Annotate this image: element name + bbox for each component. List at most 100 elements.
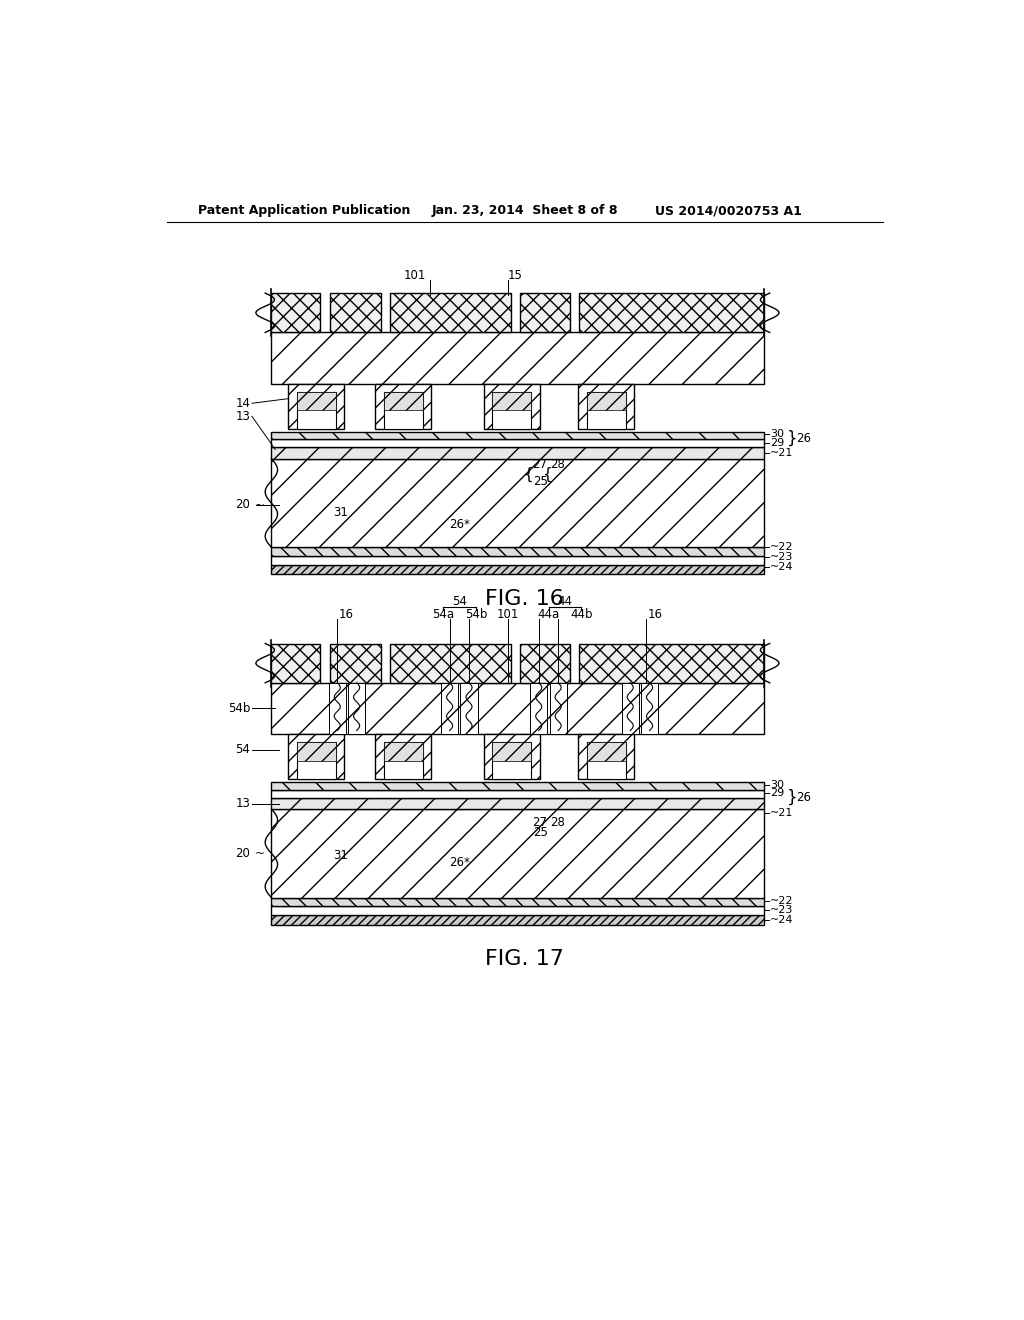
Bar <box>390 644 511 682</box>
Text: }: } <box>786 788 798 807</box>
Bar <box>493 742 531 760</box>
Text: ~21: ~21 <box>770 449 793 458</box>
Bar <box>587 392 626 429</box>
Bar <box>483 384 540 429</box>
Text: 25: 25 <box>532 475 548 488</box>
Bar <box>329 682 346 734</box>
Text: 44b: 44b <box>570 607 593 620</box>
Bar <box>330 644 381 682</box>
Text: 25: 25 <box>532 825 548 838</box>
Bar <box>641 682 658 734</box>
Bar <box>587 392 626 411</box>
Text: 20: 20 <box>236 499 251 511</box>
Text: {: { <box>543 467 552 483</box>
Bar <box>384 742 423 779</box>
Text: 13: 13 <box>236 409 251 422</box>
Bar <box>441 682 458 734</box>
Bar <box>289 384 344 429</box>
Text: 54: 54 <box>453 594 467 607</box>
Text: 44a: 44a <box>538 607 560 620</box>
Text: FIG. 16: FIG. 16 <box>485 589 564 609</box>
Bar <box>493 392 531 429</box>
Text: 14: 14 <box>236 397 251 409</box>
Bar <box>384 392 423 429</box>
Bar <box>271 915 764 924</box>
Bar <box>622 682 639 734</box>
Text: 26*: 26* <box>450 517 470 531</box>
Text: ~22: ~22 <box>770 896 794 907</box>
Bar <box>384 392 423 411</box>
Text: 26*: 26* <box>450 857 470 870</box>
Bar <box>297 392 336 429</box>
Bar <box>271 781 764 789</box>
Text: 54a: 54a <box>432 607 455 620</box>
Bar <box>579 734 634 779</box>
Bar <box>330 293 381 333</box>
Bar <box>530 682 547 734</box>
Bar <box>520 293 569 333</box>
Bar <box>493 392 531 411</box>
Text: 13: 13 <box>236 797 251 810</box>
Text: FIG. 17: FIG. 17 <box>485 949 564 969</box>
Bar <box>297 742 336 760</box>
Bar <box>461 682 477 734</box>
Text: ~: ~ <box>254 499 264 511</box>
Bar <box>271 809 764 898</box>
Text: 101: 101 <box>403 269 426 282</box>
Text: ~24: ~24 <box>770 915 794 925</box>
Text: 101: 101 <box>497 607 519 620</box>
Text: 26: 26 <box>796 791 811 804</box>
Text: 28: 28 <box>550 816 565 829</box>
Bar <box>271 898 764 906</box>
Text: ~23: ~23 <box>770 906 793 915</box>
Text: 16: 16 <box>647 607 663 620</box>
Text: 29: 29 <box>770 438 784 449</box>
Bar <box>271 789 764 797</box>
Text: ~22: ~22 <box>770 543 794 552</box>
Text: 54b: 54b <box>228 702 251 714</box>
Text: 44: 44 <box>558 594 572 607</box>
Text: 15: 15 <box>508 269 523 282</box>
Bar <box>348 682 366 734</box>
Text: 20: 20 <box>236 847 251 861</box>
Bar <box>384 742 423 760</box>
Bar <box>271 548 764 556</box>
Text: 26: 26 <box>796 432 811 445</box>
Bar <box>375 384 431 429</box>
Bar <box>271 906 764 915</box>
Text: ~23: ~23 <box>770 552 793 562</box>
Bar <box>375 734 431 779</box>
Bar <box>579 384 634 429</box>
Text: Jan. 23, 2014  Sheet 8 of 8: Jan. 23, 2014 Sheet 8 of 8 <box>431 205 618 218</box>
Text: 30: 30 <box>770 429 783 440</box>
Text: ~: ~ <box>254 847 264 861</box>
Bar <box>271 333 764 384</box>
Text: 28: 28 <box>550 458 565 471</box>
Text: ~21: ~21 <box>770 808 793 818</box>
Text: {: { <box>523 467 532 483</box>
Text: 27: 27 <box>532 816 548 829</box>
Bar <box>289 734 344 779</box>
Bar <box>493 742 531 779</box>
Text: 54b: 54b <box>465 607 487 620</box>
Bar <box>271 565 764 574</box>
Bar <box>271 459 764 548</box>
Bar <box>390 293 511 333</box>
Text: 16: 16 <box>339 607 354 620</box>
Bar <box>271 293 321 333</box>
Bar <box>271 556 764 565</box>
Bar <box>579 293 764 333</box>
Text: 27: 27 <box>532 458 548 471</box>
Bar <box>271 447 764 459</box>
Text: 29: 29 <box>770 788 784 797</box>
Bar <box>587 742 626 779</box>
Text: }: } <box>786 430 798 447</box>
Bar <box>271 644 321 682</box>
Text: 31: 31 <box>334 849 348 862</box>
Text: 30: 30 <box>770 780 783 791</box>
Text: 31: 31 <box>334 506 348 519</box>
Bar <box>550 682 566 734</box>
Bar <box>271 682 764 734</box>
Bar <box>271 440 764 447</box>
Bar <box>297 392 336 411</box>
